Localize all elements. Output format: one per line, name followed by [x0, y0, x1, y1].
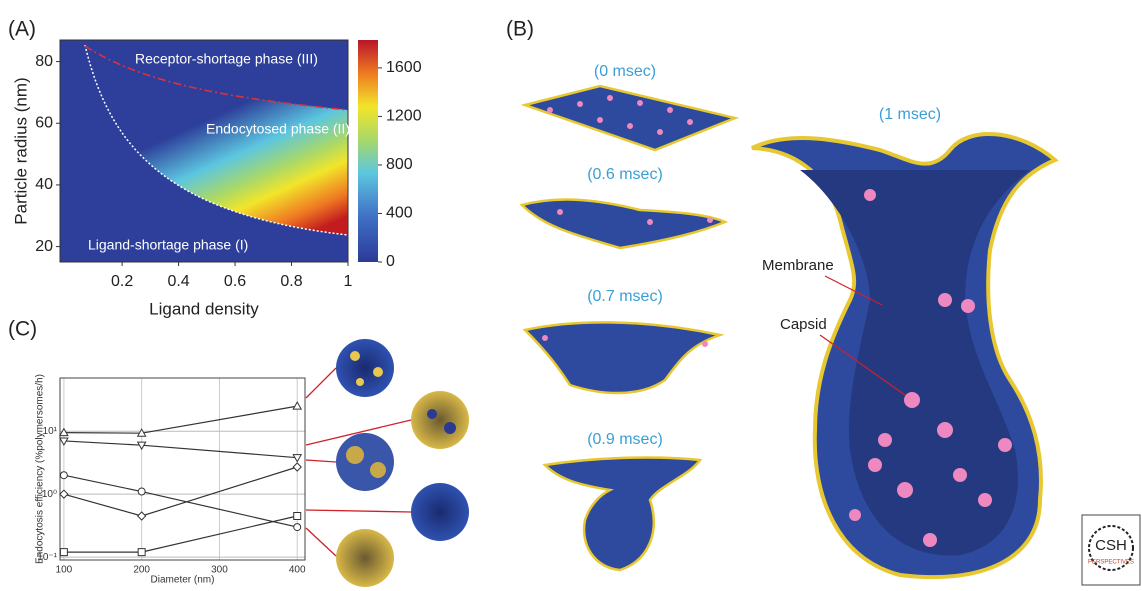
marker: [60, 472, 67, 479]
membrane: [522, 200, 725, 248]
y-axis-label: Particle radius (nm): [11, 77, 30, 224]
x-axis-label: Ligand density: [149, 299, 259, 318]
marker: [293, 455, 301, 462]
page: {"panel_labels": {"a": "(A)", "b": "(B)"…: [0, 0, 1142, 591]
x-tick-label: 100: [56, 565, 73, 576]
y-tick-label: 80: [35, 53, 53, 70]
x-tick-label: 0.6: [224, 273, 246, 290]
marker: [294, 524, 301, 531]
plot-frame: [60, 378, 305, 560]
phase-label: Ligand-shortage phase (I): [88, 237, 248, 253]
time-label: (0.7 msec): [587, 288, 663, 305]
annotation: Membrane: [762, 257, 834, 274]
x-tick-label: 0.2: [111, 273, 133, 290]
marker: [293, 463, 301, 471]
time-label: (1 msec): [879, 106, 941, 123]
x-tick-label: 0.4: [167, 273, 189, 290]
marker: [138, 549, 145, 556]
marker: [293, 402, 301, 409]
x-tick-label: 400: [289, 565, 306, 576]
logo-title: CSH: [1095, 537, 1127, 554]
membrane: [545, 458, 700, 570]
marker: [138, 488, 145, 495]
panel-label: (B): [506, 18, 534, 41]
colorbar-tick-label: 800: [386, 156, 413, 173]
series-line: [64, 467, 297, 516]
colorbar-tick-label: 1600: [386, 59, 422, 76]
figure: (A) (B) (C) (0 msec) (0.6 msec) (0.7 mse…: [0, 0, 1142, 591]
time-label: (0.9 msec): [587, 431, 663, 448]
colorbar-tick-label: 0: [386, 253, 395, 270]
time-label: (0.6 msec): [587, 166, 663, 183]
panel-label: (C): [8, 318, 37, 341]
marker: [60, 549, 67, 556]
series-line: [64, 441, 297, 458]
x-tick-label: 0.8: [280, 273, 302, 290]
phase-label: Endocytosed phase (II): [206, 121, 350, 137]
colorbar-tick-label: 400: [386, 205, 413, 222]
x-tick-label: 200: [133, 565, 150, 576]
logo-subtitle: PERSPECTIVES: [1088, 560, 1134, 566]
membrane: [525, 86, 735, 150]
marker: [138, 512, 146, 520]
membrane: [525, 322, 720, 393]
polymersome-images: [306, 339, 469, 587]
colorbar: [358, 40, 378, 262]
colorbar-tick-label: 1200: [386, 108, 422, 125]
y-axis-label: Endocytosis efficiency (%polymersomes/h): [35, 374, 46, 564]
annotation: Capsid: [780, 316, 827, 333]
marker: [60, 490, 68, 498]
panel-label: (A): [8, 18, 36, 41]
y-tick-label: 40: [35, 176, 53, 193]
x-tick-label: 1: [344, 273, 353, 290]
y-tick-label: 60: [35, 114, 53, 131]
series-line: [64, 406, 297, 433]
phase-label: Receptor-shortage phase (III): [135, 51, 318, 67]
x-axis-label: Diameter (nm): [151, 575, 215, 586]
time-label: (0 msec): [594, 63, 656, 80]
y-tick-label: 20: [35, 238, 53, 255]
series-line: [64, 516, 297, 552]
marker: [294, 512, 301, 519]
series-line: [64, 475, 297, 527]
